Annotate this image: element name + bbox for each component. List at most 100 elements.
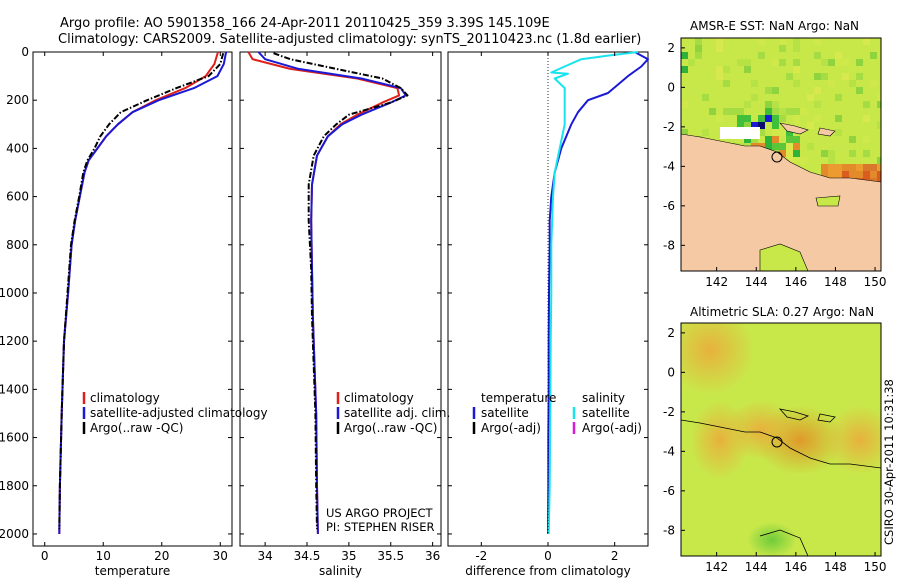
temperature-legend: climatology satellite-adjusted climatolo… bbox=[82, 391, 268, 435]
legend-label-sal-argo: Argo(-adj) bbox=[582, 421, 642, 435]
sst-pixel bbox=[863, 101, 870, 108]
difference-xtick-label: -2 bbox=[475, 549, 487, 563]
sst-pixel bbox=[821, 59, 828, 66]
sst-pixel bbox=[786, 150, 793, 157]
sla-map-island bbox=[817, 413, 836, 423]
sst-pixel bbox=[856, 164, 863, 171]
sst-pixel bbox=[737, 115, 744, 122]
sst-pixel bbox=[814, 38, 821, 45]
sst-pixel bbox=[765, 101, 772, 108]
sst-map-frame bbox=[680, 37, 882, 272]
temperature-ytick-label: 400 bbox=[6, 141, 29, 155]
sst-map-ytick-label: -2 bbox=[663, 120, 675, 134]
sst-pixel bbox=[744, 115, 751, 122]
legend-label-satellite: satellite-adjusted climatology bbox=[90, 406, 268, 420]
pi-credit: PI: STEPHEN RISER bbox=[326, 520, 435, 534]
sst-pixel bbox=[681, 101, 688, 108]
temperature-ytick-label: 1200 bbox=[0, 334, 29, 348]
sst-pixel bbox=[723, 108, 730, 115]
sst-pixel bbox=[730, 108, 737, 115]
timestamp: CSIRO 30-Apr-2011 10:31:38 bbox=[882, 379, 896, 545]
sst-pixel bbox=[870, 164, 877, 171]
legend-label-temp-argo: Argo(-adj) bbox=[481, 421, 541, 435]
sst-pixel bbox=[772, 115, 779, 122]
sst-pixel bbox=[786, 129, 793, 136]
sst-pixel bbox=[828, 157, 835, 164]
sst-pixel bbox=[758, 52, 765, 59]
sst-pixel bbox=[835, 115, 842, 122]
sst-pixel bbox=[744, 101, 751, 108]
sst-pixel bbox=[842, 164, 849, 171]
sst-map-land bbox=[681, 133, 881, 271]
sla-map-title: Altimetric SLA: 0.27 Argo: NaN bbox=[690, 305, 874, 319]
sst-map-island bbox=[817, 127, 836, 137]
legend-label-sal-satellite: satellite bbox=[582, 406, 630, 420]
sst-pixel bbox=[772, 108, 779, 115]
sst-pixel bbox=[793, 80, 800, 87]
sst-pixel bbox=[751, 94, 758, 101]
sst-pixel bbox=[751, 136, 758, 143]
sst-map-xtick-label: 148 bbox=[824, 275, 847, 289]
sst-pixel bbox=[877, 164, 881, 171]
sst-pixel bbox=[807, 143, 814, 150]
sst-pixel bbox=[821, 171, 828, 178]
temperature-ytick-label: 1600 bbox=[0, 431, 29, 445]
sst-pixel bbox=[835, 164, 842, 171]
sst-pixel bbox=[842, 59, 849, 66]
salinity-legend: climatology satellite adj. clim. Argo(..… bbox=[336, 391, 450, 435]
sst-pixel bbox=[828, 59, 835, 66]
sst-pixel bbox=[779, 115, 786, 122]
sst-pixel bbox=[786, 108, 793, 115]
sst-pixel bbox=[877, 94, 881, 101]
sst-pixel bbox=[744, 122, 751, 129]
sst-pixel bbox=[779, 143, 786, 150]
temperature-ytick-label: 0 bbox=[21, 45, 29, 59]
sst-pixel bbox=[772, 59, 779, 66]
sst-pixel bbox=[877, 171, 881, 178]
sst-map-bay bbox=[815, 195, 841, 207]
sst-pixel bbox=[849, 80, 856, 87]
legend-heading-temperature: temperature bbox=[481, 391, 556, 405]
legend-heading-salinity: salinity bbox=[582, 391, 625, 405]
sst-argo-marker bbox=[771, 151, 783, 163]
sla-map-coastline bbox=[759, 529, 809, 556]
sst-pixel bbox=[779, 38, 786, 45]
sla-map-ytick-label: -6 bbox=[663, 484, 675, 498]
sst-pixel bbox=[758, 122, 765, 129]
difference-legend: temperature satellite Argo(-adj) salinit… bbox=[472, 391, 642, 435]
sla-map-axes: 142 144 146 148 150 -8 -6 -4 -2 0 2 bbox=[663, 326, 886, 574]
sst-pixel bbox=[835, 94, 842, 101]
sst-pixel bbox=[856, 171, 863, 178]
sst-pixel bbox=[856, 59, 863, 66]
sst-pixel bbox=[716, 66, 723, 73]
sst-pixel bbox=[716, 115, 723, 122]
sla-map-frame bbox=[680, 322, 882, 557]
sst-pixel bbox=[821, 164, 828, 171]
legend-label-climatology: climatology bbox=[90, 391, 160, 405]
temperature-ytick-label: 1800 bbox=[0, 479, 29, 493]
sst-pixel bbox=[758, 129, 765, 136]
sst-pixel bbox=[716, 38, 723, 45]
sst-pixel bbox=[835, 52, 842, 59]
sst-pixel bbox=[814, 115, 821, 122]
sst-pixel bbox=[681, 129, 688, 136]
sst-pixel bbox=[863, 171, 870, 178]
temperature-axes-frame bbox=[32, 51, 233, 547]
sla-map-ytick-label: 2 bbox=[667, 326, 675, 340]
sst-pixel bbox=[828, 164, 835, 171]
sst-pixel bbox=[856, 87, 863, 94]
sst-pixel bbox=[786, 157, 793, 164]
sst-pixel bbox=[800, 157, 807, 164]
sst-pixel bbox=[716, 73, 723, 80]
sst-pixel bbox=[772, 101, 779, 108]
sst-pixel bbox=[863, 164, 870, 171]
temperature-xtick-label: 30 bbox=[213, 549, 228, 563]
sla-warm-anomaly bbox=[825, 405, 881, 475]
sst-pixel bbox=[863, 136, 870, 143]
salinity-series-2 bbox=[273, 52, 409, 530]
sla-map-xtick-label: 142 bbox=[705, 560, 728, 574]
sla-map-xtick-label: 150 bbox=[864, 560, 887, 574]
legend-label-temp-satellite: satellite bbox=[481, 406, 529, 420]
sst-pixel bbox=[793, 143, 800, 150]
sst-pixel bbox=[814, 73, 821, 80]
